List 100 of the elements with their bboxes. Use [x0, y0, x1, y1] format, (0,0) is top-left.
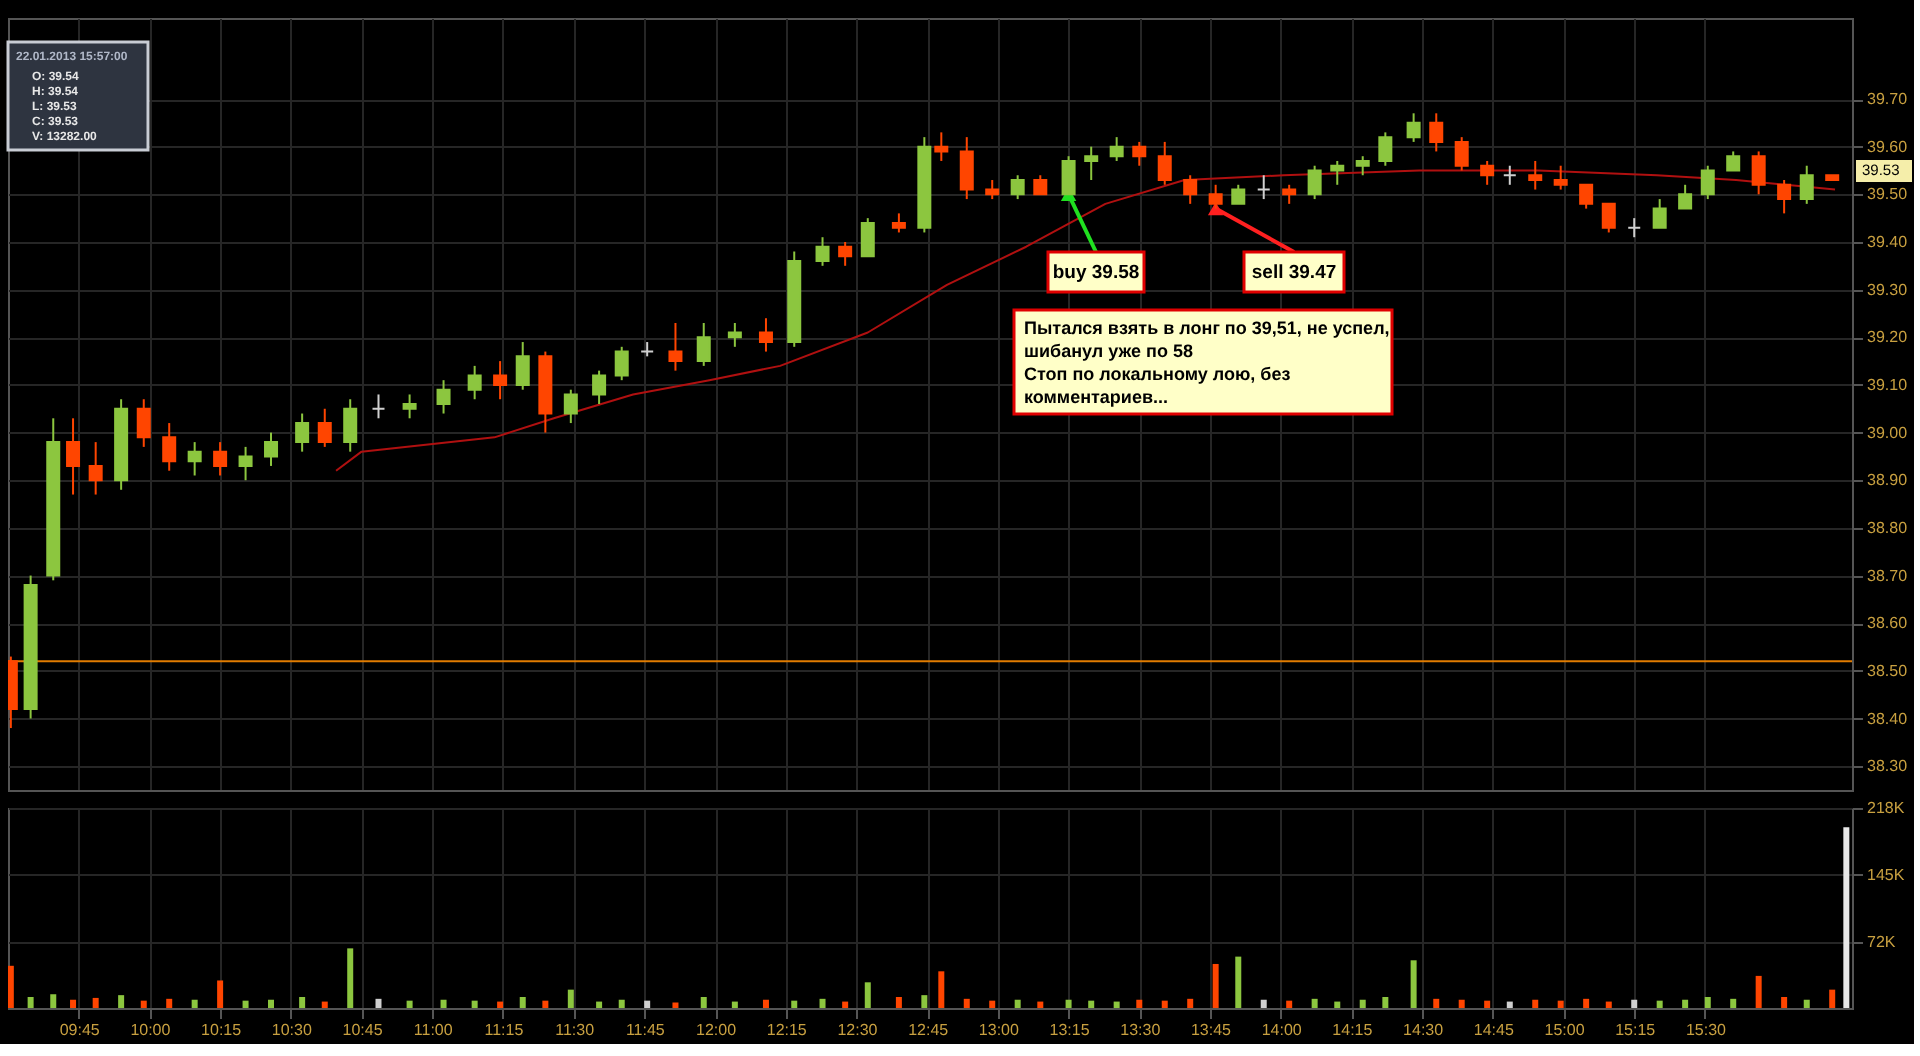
bar — [1843, 827, 1850, 1008]
bar — [1065, 999, 1072, 1008]
candlestick — [1033, 174, 1048, 196]
candlestick — [238, 445, 253, 482]
x-tick-label: 12:45 — [908, 1021, 950, 1039]
candlestick — [317, 407, 332, 448]
x-tick-label: 13:45 — [1190, 1021, 1233, 1039]
x-tick-label: 15:00 — [1544, 1021, 1586, 1039]
bar — [596, 1001, 603, 1008]
candlestick — [1406, 112, 1421, 143]
bar — [191, 999, 198, 1008]
candlestick — [838, 240, 853, 267]
bar — [242, 1000, 249, 1008]
candlestick — [1282, 183, 1297, 205]
candlestick — [1084, 145, 1099, 182]
bar — [519, 996, 526, 1008]
candlestick — [1010, 174, 1025, 201]
bar — [1113, 1001, 1120, 1008]
bar — [1532, 999, 1539, 1008]
bar — [895, 996, 902, 1008]
y-tick-label: 145K — [1867, 865, 1906, 884]
x-tick-label: 11:30 — [555, 1021, 596, 1039]
bar — [1755, 975, 1762, 1008]
bar — [375, 998, 382, 1008]
candlestick — [371, 393, 386, 420]
y-tick-label: 38.60 — [1867, 614, 1909, 633]
candlestick — [1256, 174, 1271, 201]
bar — [321, 1001, 328, 1008]
bar — [1235, 956, 1242, 1008]
bar — [1334, 1001, 1341, 1008]
candlestick — [467, 364, 482, 401]
bar — [1410, 960, 1417, 1008]
candlestick — [1751, 150, 1766, 196]
candlestick — [891, 212, 906, 234]
bar — [1484, 1000, 1491, 1008]
bar — [1311, 998, 1318, 1008]
candlestick — [1678, 183, 1693, 210]
y-tick-label: 39.60 — [1867, 137, 1909, 156]
bar — [618, 999, 625, 1008]
candlestick — [264, 431, 279, 467]
candlestick — [1480, 159, 1495, 186]
bar — [347, 948, 354, 1008]
bar — [989, 1000, 996, 1008]
x-tick-label: 13:15 — [1049, 1021, 1091, 1039]
candlestick — [162, 422, 177, 472]
bar — [1557, 1000, 1564, 1008]
x-tick-label: 09:45 — [59, 1021, 101, 1039]
candlestick — [1454, 136, 1469, 172]
candlestick — [696, 321, 711, 367]
bar — [471, 1000, 478, 1008]
bar — [1631, 999, 1638, 1008]
candlestick — [66, 417, 81, 496]
y-tick-label: 39.10 — [1867, 375, 1909, 394]
candlestick — [934, 131, 949, 162]
bar — [842, 1001, 849, 1008]
bar — [92, 997, 99, 1008]
x-tick-label: 13:00 — [978, 1021, 1020, 1039]
candlestick — [1777, 179, 1792, 215]
x-tick-label: 15:30 — [1685, 1021, 1728, 1039]
annotation: buy 39.58 — [1052, 262, 1140, 284]
bar — [268, 999, 275, 1008]
candlestick — [402, 393, 417, 420]
x-tick-label: 15:15 — [1615, 1021, 1657, 1039]
bar — [217, 980, 224, 1008]
x-tick-label: 10:45 — [342, 1021, 384, 1039]
bar — [1136, 999, 1143, 1008]
y-tick-label: 38.50 — [1867, 661, 1909, 680]
x-tick-label: 10:00 — [130, 1021, 172, 1039]
candlestick — [1378, 131, 1393, 167]
candlestick — [436, 379, 451, 415]
y-tick-label: 38.90 — [1867, 471, 1909, 490]
bar — [1704, 996, 1711, 1008]
bar — [1682, 999, 1689, 1008]
y-tick-label: 39.70 — [1867, 90, 1909, 109]
x-tick-label: 14:00 — [1261, 1021, 1303, 1039]
bar — [1037, 1001, 1044, 1008]
bar — [140, 1000, 147, 1008]
candlestick — [1109, 136, 1124, 162]
bar — [1458, 999, 1465, 1008]
bar — [118, 995, 125, 1008]
bar — [1286, 1000, 1293, 1008]
candlestick — [88, 441, 103, 496]
y-tick-label: 39.40 — [1867, 232, 1909, 251]
y-tick-label: 38.30 — [1867, 757, 1909, 776]
candlestick — [1799, 164, 1814, 205]
bar — [1506, 1001, 1513, 1008]
y-tick-label: 38.70 — [1867, 566, 1909, 585]
bar — [1583, 998, 1590, 1008]
candlestick — [758, 317, 773, 353]
x-tick-label: 14:30 — [1403, 1021, 1445, 1039]
candlestick — [1700, 164, 1715, 201]
bar — [672, 1002, 679, 1008]
candlestick — [592, 369, 607, 405]
candlestick — [187, 441, 202, 477]
candlestick — [1429, 112, 1444, 153]
bar — [1829, 989, 1836, 1008]
candlestick — [1579, 183, 1594, 210]
x-tick-label: 14:15 — [1332, 1021, 1374, 1039]
candlestick — [1553, 164, 1568, 191]
candlestick — [668, 321, 683, 372]
